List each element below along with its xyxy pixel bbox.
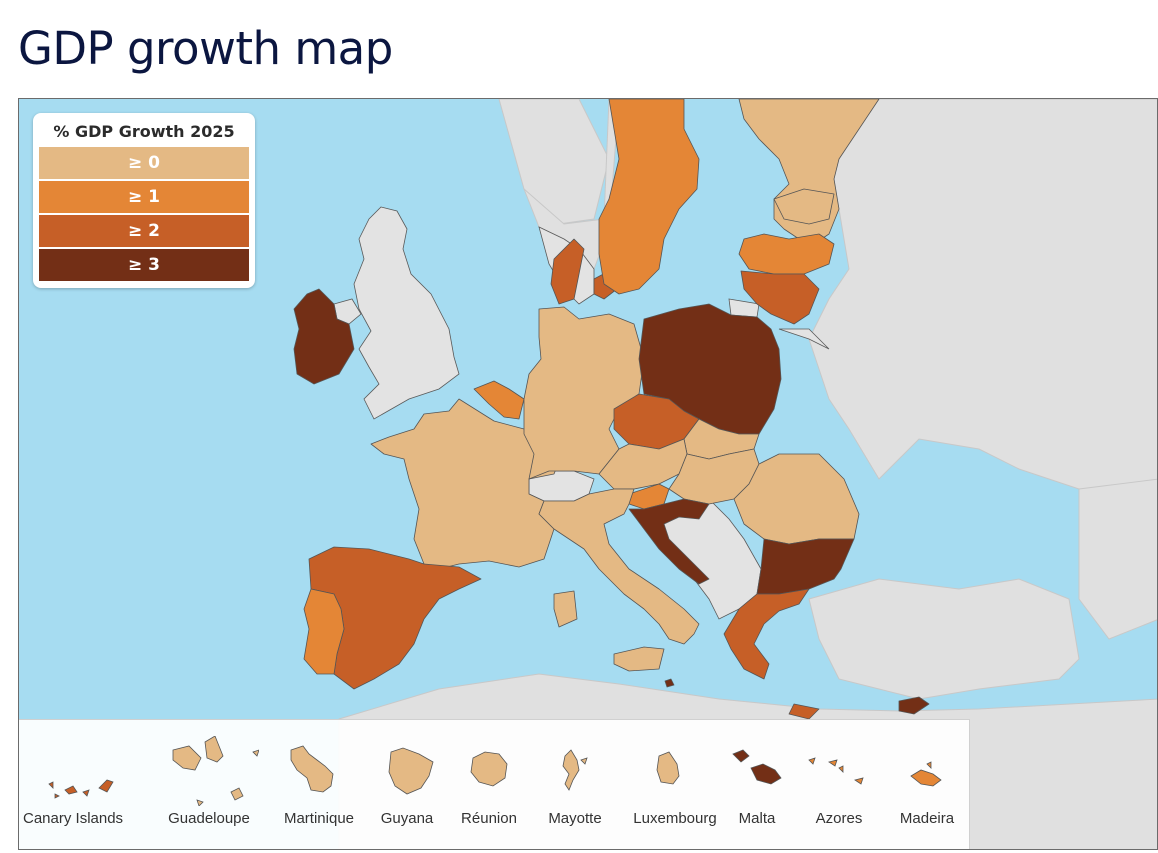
inset-shape	[910, 761, 942, 787]
page-title: GDP growth map	[18, 22, 393, 75]
inset-label: Réunion	[461, 810, 517, 827]
inset-martinique[interactable]: Martinique	[279, 736, 359, 848]
outside-land-north	[498, 99, 610, 225]
inset-reunion[interactable]: Réunion	[453, 736, 525, 848]
inset-shape	[290, 745, 334, 793]
country-estonia	[773, 188, 835, 225]
inset-shape	[732, 749, 782, 785]
country-ireland	[293, 288, 355, 385]
inset-label: Madeira	[899, 810, 955, 827]
inset-shape	[656, 751, 680, 785]
country-croatia	[628, 498, 710, 585]
inset-label: Canary Islands	[23, 810, 124, 827]
legend-item-0[interactable]: ≥ 0	[39, 147, 249, 179]
inset-shape	[470, 751, 508, 787]
inset-label: Mayotte	[548, 810, 602, 827]
inset-shape	[388, 747, 434, 795]
outside-land-turkey	[808, 578, 1080, 700]
legend-item-2[interactable]: ≥ 2	[39, 215, 249, 247]
map-legend: % GDP Growth 2025 ≥ 0 ≥ 1 ≥ 2 ≥ 3	[33, 113, 255, 288]
country-sweden	[598, 99, 700, 295]
belarus-ukraine-shape	[778, 328, 830, 350]
inset-azores[interactable]: Azores	[799, 736, 879, 848]
inset-guadeloupe[interactable]: Guadeloupe	[159, 736, 259, 848]
inset-label: Martinique	[283, 810, 355, 827]
inset-label: Guadeloupe	[168, 810, 250, 827]
country-italy	[538, 488, 700, 672]
country-cyprus	[898, 696, 930, 715]
inset-label: Luxembourg	[633, 810, 717, 827]
legend-item-3[interactable]: ≥ 3	[39, 249, 249, 281]
inset-madeira[interactable]: Madeira	[887, 736, 967, 848]
country-portugal	[303, 588, 345, 675]
inset-shape	[562, 749, 588, 791]
uk-shape	[353, 206, 460, 420]
country-belgium	[473, 380, 525, 420]
inset-luxembourg[interactable]: Luxembourg	[627, 736, 723, 848]
inset-shape	[172, 736, 259, 806]
inset-shape	[48, 779, 114, 799]
inset-label: Azores	[815, 810, 863, 827]
country-malta	[664, 678, 675, 688]
country-latvia	[738, 233, 835, 275]
country-finland	[738, 99, 880, 245]
legend-title: % GDP Growth 2025	[53, 122, 235, 141]
country-bulgaria	[756, 538, 855, 595]
legend-item-1[interactable]: ≥ 1	[39, 181, 249, 213]
inset-label: Guyana	[380, 810, 434, 827]
inset-canary-islands[interactable]: Canary Islands	[23, 736, 124, 848]
country-germany	[523, 306, 645, 480]
inset-guyana[interactable]: Guyana	[375, 736, 439, 848]
inset-shape	[808, 757, 864, 785]
country-lithuania	[740, 270, 820, 325]
inset-panel: Canary Islands Guadeloupe Martinique Guy…	[19, 719, 970, 849]
outside-land-russia	[798, 99, 1157, 500]
map-container[interactable]: % GDP Growth 2025 ≥ 0 ≥ 1 ≥ 2 ≥ 3 Canary…	[18, 98, 1158, 850]
inset-malta[interactable]: Malta	[725, 736, 789, 848]
outside-land-caucasus	[1078, 478, 1157, 640]
inset-label: Malta	[738, 810, 776, 827]
inset-mayotte[interactable]: Mayotte	[539, 736, 611, 848]
